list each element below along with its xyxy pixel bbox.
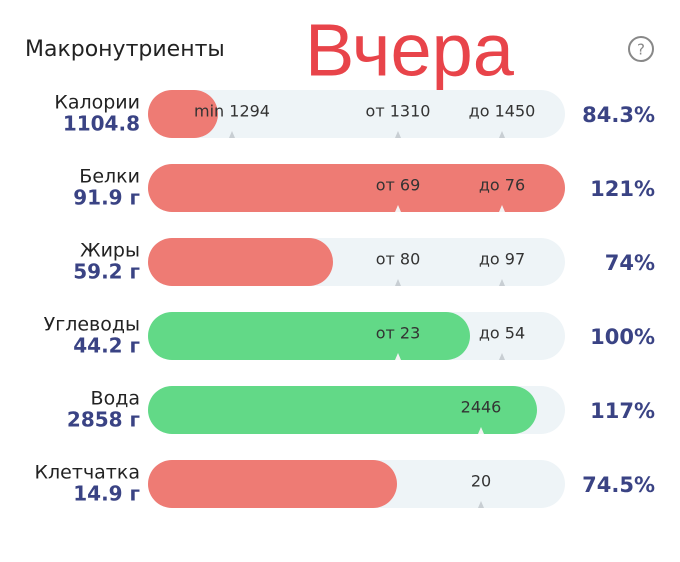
help-mark[interactable]: ? bbox=[637, 41, 645, 59]
progress-fill bbox=[148, 386, 537, 434]
row-value: 1104.8 bbox=[63, 112, 140, 136]
marker-label: до 76 bbox=[479, 176, 525, 195]
marker-tick bbox=[395, 279, 401, 286]
help-icon[interactable] bbox=[628, 36, 654, 62]
progress-fill bbox=[148, 90, 218, 138]
marker-label: от 69 bbox=[376, 176, 421, 195]
marker-label: от 80 bbox=[376, 250, 421, 269]
marker-tick bbox=[499, 131, 505, 138]
marker-tick bbox=[395, 353, 401, 360]
marker-tick bbox=[478, 427, 484, 434]
row-percent: 74.5% bbox=[582, 473, 655, 497]
row-name: Калории bbox=[54, 92, 140, 114]
row-value: 14.9 г bbox=[73, 482, 140, 506]
row-percent: 84.3% bbox=[582, 103, 655, 127]
marker-tick bbox=[499, 353, 505, 360]
row-percent: 121% bbox=[590, 177, 655, 201]
marker-tick bbox=[499, 205, 505, 212]
marker-label: 2446 bbox=[461, 398, 502, 417]
marker-label: 20 bbox=[471, 472, 491, 491]
row-name: Вода bbox=[91, 388, 140, 410]
marker-label: min 1294 bbox=[194, 102, 270, 121]
row-value: 44.2 г bbox=[73, 334, 140, 358]
progress-fill bbox=[148, 164, 565, 212]
marker-label: от 1310 bbox=[366, 102, 431, 121]
row-percent: 100% bbox=[590, 325, 655, 349]
row-name: Жиры bbox=[80, 240, 140, 262]
marker-label: от 23 bbox=[376, 324, 421, 343]
row-name: Углеводы bbox=[44, 314, 140, 336]
progress-fill bbox=[148, 312, 470, 360]
row-value: 2858 г bbox=[67, 408, 140, 432]
marker-tick bbox=[499, 279, 505, 286]
marker-tick bbox=[395, 131, 401, 138]
row-value: 59.2 г bbox=[73, 260, 140, 284]
row-value: 91.9 г bbox=[73, 186, 140, 210]
annotation: Вчера bbox=[305, 9, 515, 92]
progress-fill bbox=[148, 460, 397, 508]
row-percent: 117% bbox=[590, 399, 655, 423]
row-name: Клетчатка bbox=[35, 462, 140, 484]
marker-label: до 97 bbox=[479, 250, 525, 269]
title: Макронутриенты bbox=[25, 37, 225, 62]
row-name: Белки bbox=[79, 166, 140, 188]
row-percent: 74% bbox=[605, 251, 655, 275]
marker-tick bbox=[478, 501, 484, 508]
marker-tick bbox=[395, 205, 401, 212]
track bbox=[148, 90, 565, 138]
marker-label: до 1450 bbox=[469, 102, 536, 121]
marker-label: до 54 bbox=[479, 324, 525, 343]
marker-tick bbox=[229, 131, 235, 138]
progress-fill bbox=[148, 238, 333, 286]
